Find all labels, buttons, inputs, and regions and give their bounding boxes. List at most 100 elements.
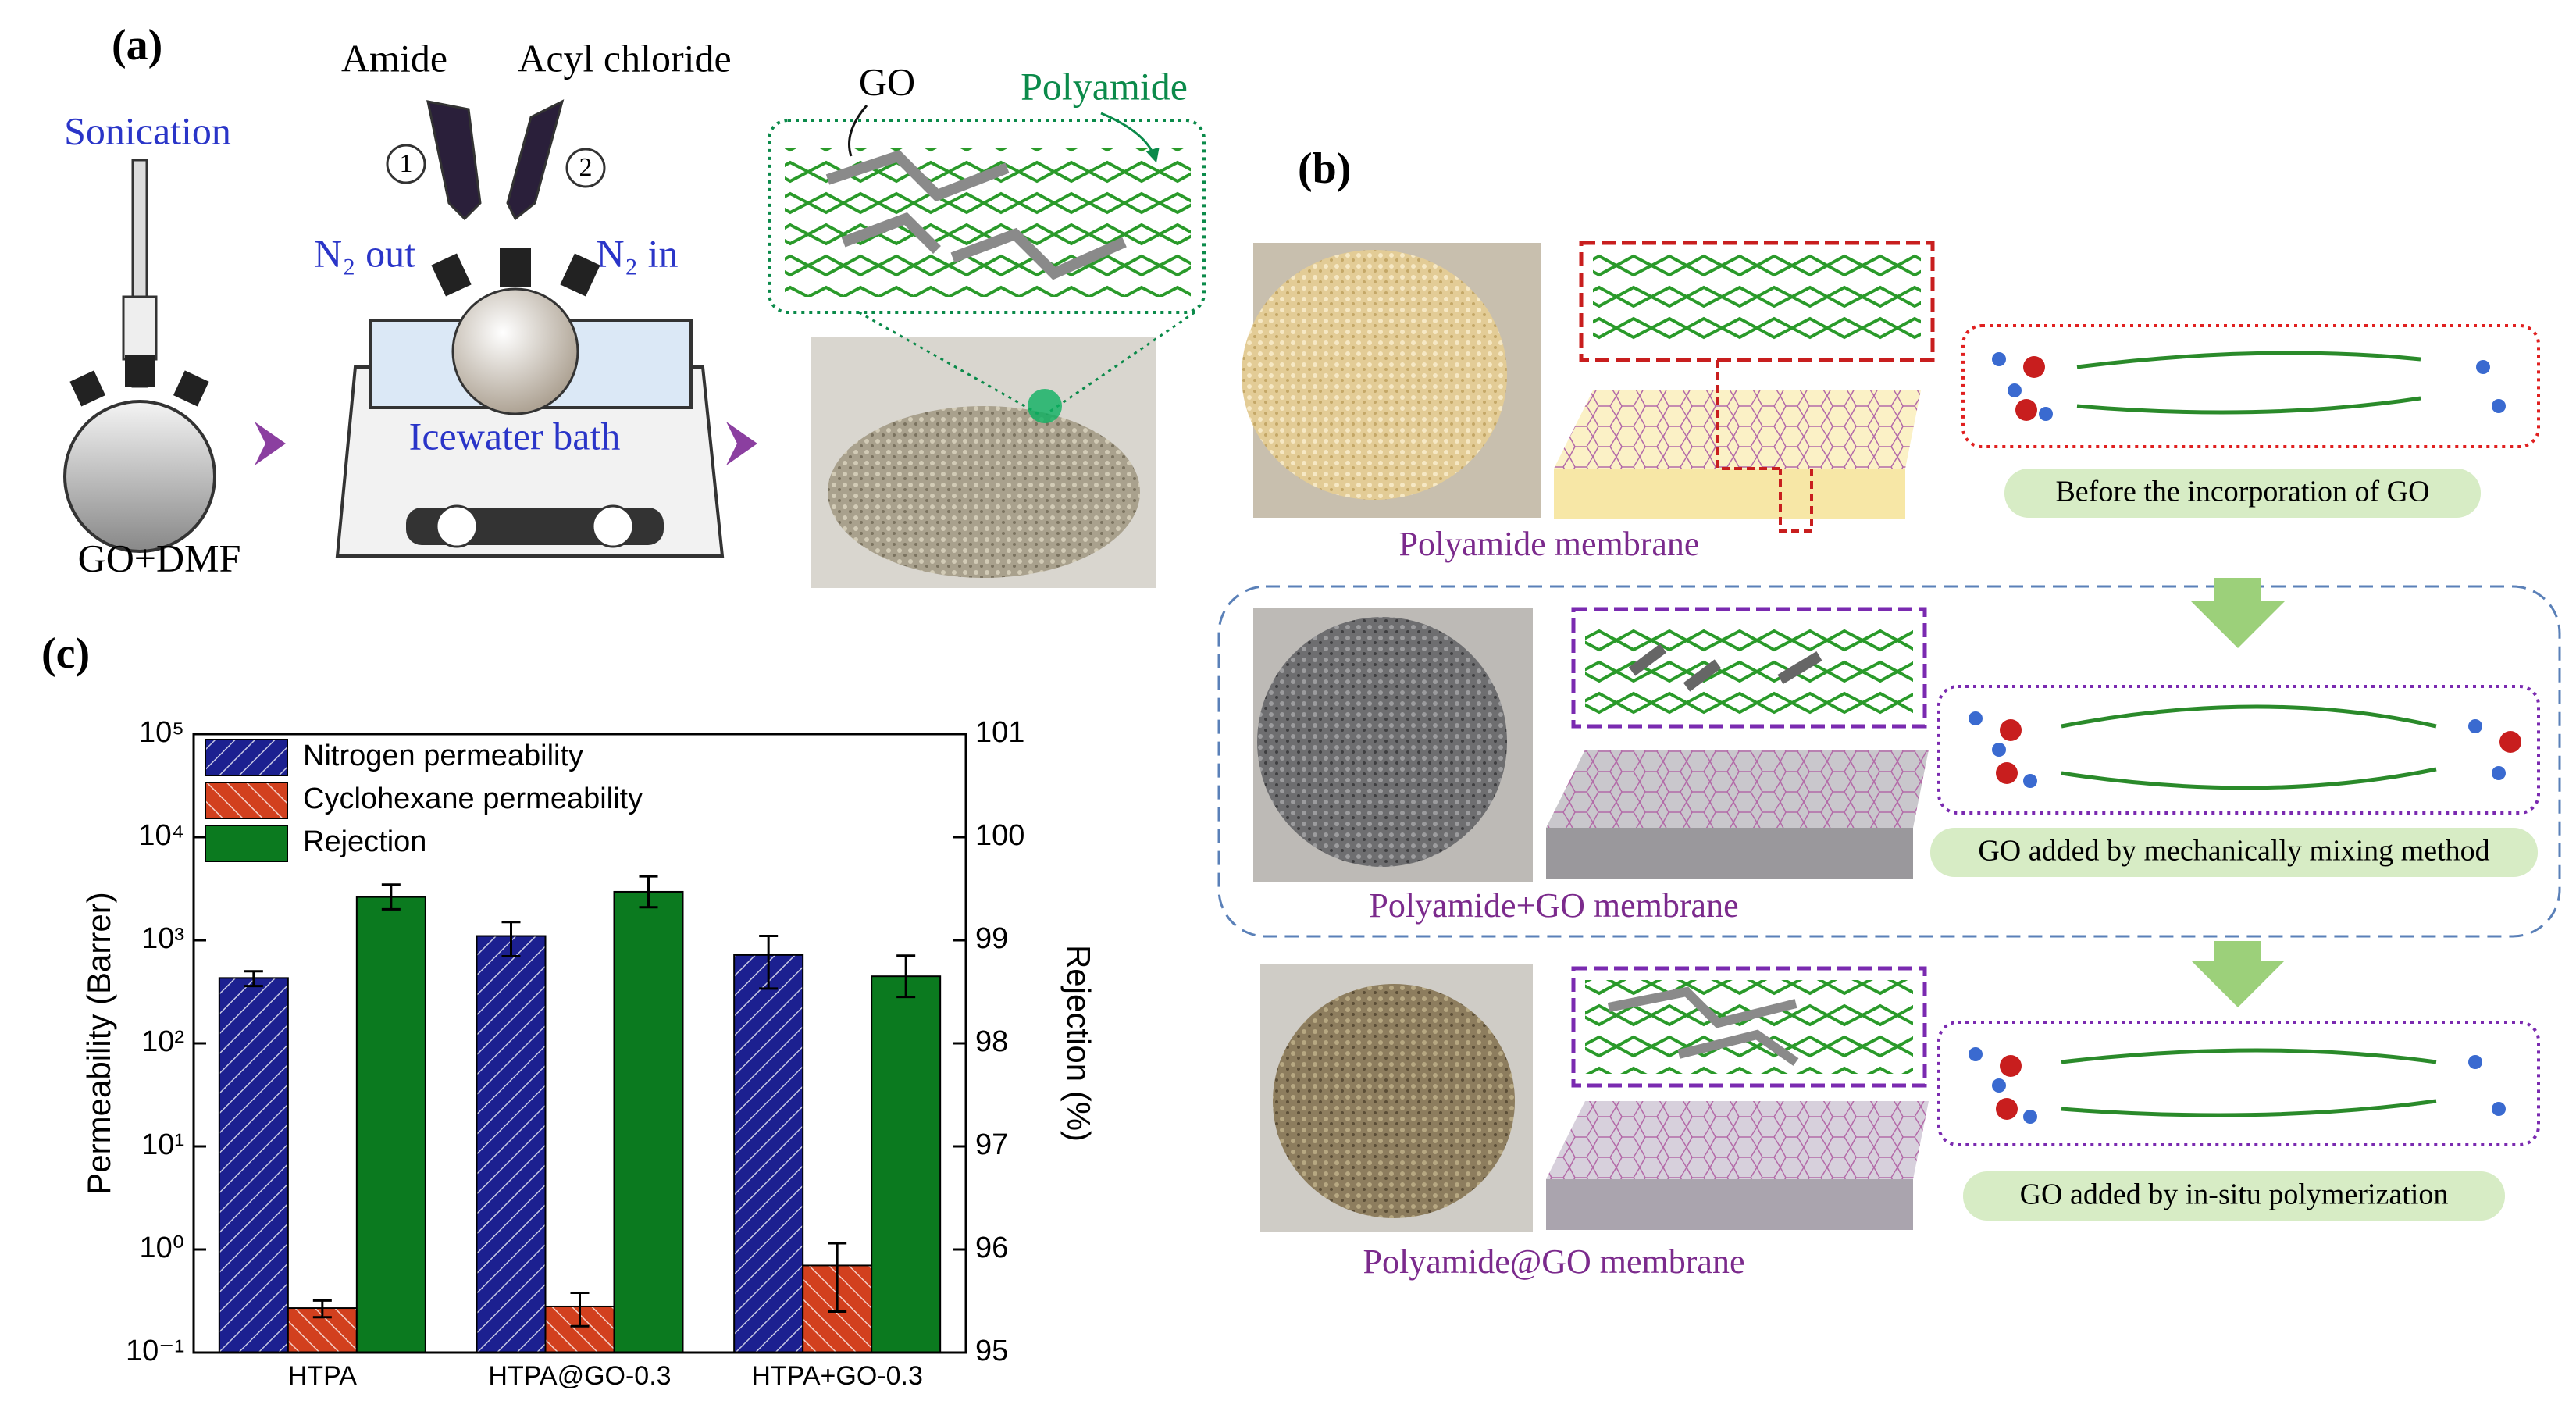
channel xyxy=(2061,1048,2437,1117)
y2-tick-label: 101 xyxy=(975,716,1024,749)
method-label: GO added by in-situ polymerization xyxy=(2020,1178,2449,1211)
structure-label: GO xyxy=(859,59,915,103)
legend-swatch xyxy=(205,825,288,862)
legend-label: Rejection xyxy=(303,825,426,858)
powder xyxy=(1273,984,1515,1218)
legend-swatch xyxy=(205,739,288,776)
arrow xyxy=(255,422,286,465)
x-tick-label: HTPA+GO-0.3 xyxy=(751,1361,923,1391)
chart: 10⁻¹ 10⁰ 10¹ 10² 10³ 10⁴ 10⁵ 95 96 97 98 99 100 101 Pe… xyxy=(80,716,1097,1391)
method-label: Before the incorporation of GO xyxy=(2055,476,2429,508)
molecules xyxy=(1996,1055,2022,1120)
panel-label: (c) xyxy=(41,629,90,678)
molecules xyxy=(1996,719,2521,784)
go-sheets xyxy=(1607,986,1799,1066)
pointer xyxy=(848,105,868,157)
error-bar xyxy=(639,875,658,909)
mixture-label: GO+DMF xyxy=(78,536,241,579)
legend-label: Cyclohexane permeability xyxy=(303,782,643,815)
bar xyxy=(476,935,547,1353)
molecules xyxy=(1969,1047,2506,1124)
membrane-label: Polyamide@GO membrane xyxy=(1363,1242,1745,1281)
syringe xyxy=(426,100,482,221)
step-number: 1 xyxy=(400,149,413,178)
membrane-label: Polyamide+GO membrane xyxy=(1369,886,1738,925)
go-sheets xyxy=(1628,643,1822,692)
molecules xyxy=(1992,352,2506,421)
molecules xyxy=(2015,356,2045,421)
gas-label: N₂ out xyxy=(314,231,415,275)
method-label: GO added by mechanically mixing method xyxy=(1978,835,2489,868)
knob xyxy=(591,504,635,548)
method-pill xyxy=(2004,469,2481,518)
y2-tick-label: 96 xyxy=(975,1232,1008,1264)
step-label: Sonication xyxy=(64,109,231,152)
bar xyxy=(871,975,942,1353)
polyamide-chains xyxy=(1585,980,1913,1074)
flask-neck xyxy=(500,248,531,287)
zoom-spot xyxy=(1028,389,1062,423)
powder xyxy=(828,406,1140,578)
polyamide-chains xyxy=(1593,254,1921,348)
y2-tick-label: 95 xyxy=(975,1335,1008,1367)
y-tick-label: 10³ xyxy=(141,922,184,955)
membrane-lattice xyxy=(1554,390,1921,469)
reagent-label: Acyl chloride xyxy=(518,36,732,80)
bar xyxy=(613,890,684,1353)
flask xyxy=(63,400,216,553)
plot-frame xyxy=(192,733,967,1354)
x-tick-label: HTPA@GO-0.3 xyxy=(488,1361,671,1391)
zoom-lines xyxy=(1716,360,1813,533)
method-pill xyxy=(1930,828,2538,877)
channel xyxy=(2061,704,2437,790)
reagent-label: Amide xyxy=(341,36,447,80)
bar xyxy=(218,977,289,1354)
y-tick-label: 10² xyxy=(141,1025,184,1058)
panel-a: (a) Sonication GO+DMF Amide Acyl chlorid… xyxy=(63,21,1206,588)
y-tick-label: 10⁴ xyxy=(138,819,184,852)
gas-label: N₂ in xyxy=(597,231,679,275)
bar xyxy=(733,954,804,1354)
flask-neck xyxy=(431,253,472,297)
down-arrow xyxy=(2191,941,2285,1007)
powder xyxy=(1257,617,1507,867)
error-bar xyxy=(312,1299,332,1319)
comparison-box xyxy=(1217,585,2561,938)
zoom-lines xyxy=(858,311,1195,415)
syringe xyxy=(506,99,565,221)
molecules xyxy=(1969,711,2506,788)
membrane-side xyxy=(1546,828,1913,879)
legend-swatch xyxy=(205,782,288,819)
membrane-side xyxy=(1554,469,1905,519)
error-bar xyxy=(896,954,916,999)
method-pill xyxy=(1963,1171,2505,1221)
reaction-flask xyxy=(451,287,579,415)
x-tick-label: HTPA xyxy=(288,1361,357,1391)
y2-tick-label: 99 xyxy=(975,922,1008,955)
flask-neck xyxy=(173,370,209,407)
y-tick-label: 10⁵ xyxy=(139,716,184,749)
error-bar xyxy=(570,1291,590,1328)
arrow xyxy=(726,422,757,465)
error-bar xyxy=(381,883,401,911)
error-bar xyxy=(759,935,779,990)
error-bar xyxy=(828,1242,847,1313)
y2-axis-label: Rejection (%) xyxy=(1060,945,1097,1142)
y-tick-label: 10⁻¹ xyxy=(126,1335,184,1367)
membrane-lattice xyxy=(1546,1101,1929,1179)
transport-box xyxy=(1937,1021,2540,1146)
error-bar xyxy=(244,970,263,988)
y2-tick-label: 100 xyxy=(975,819,1024,852)
flask-neck xyxy=(560,253,600,297)
membrane-label: Polyamide membrane xyxy=(1399,525,1700,563)
panel-c: (c) 10⁻¹10⁰10¹10²10³10⁴10⁵95969798991001… xyxy=(41,629,1097,1391)
knob xyxy=(435,504,479,548)
step-number: 2 xyxy=(579,153,593,182)
bath-label: Icewater bath xyxy=(409,414,621,458)
structure-label: Polyamide xyxy=(1021,64,1188,108)
pointer xyxy=(1100,112,1160,163)
error-bar xyxy=(501,921,521,957)
legend-label: Nitrogen permeability xyxy=(303,740,583,772)
